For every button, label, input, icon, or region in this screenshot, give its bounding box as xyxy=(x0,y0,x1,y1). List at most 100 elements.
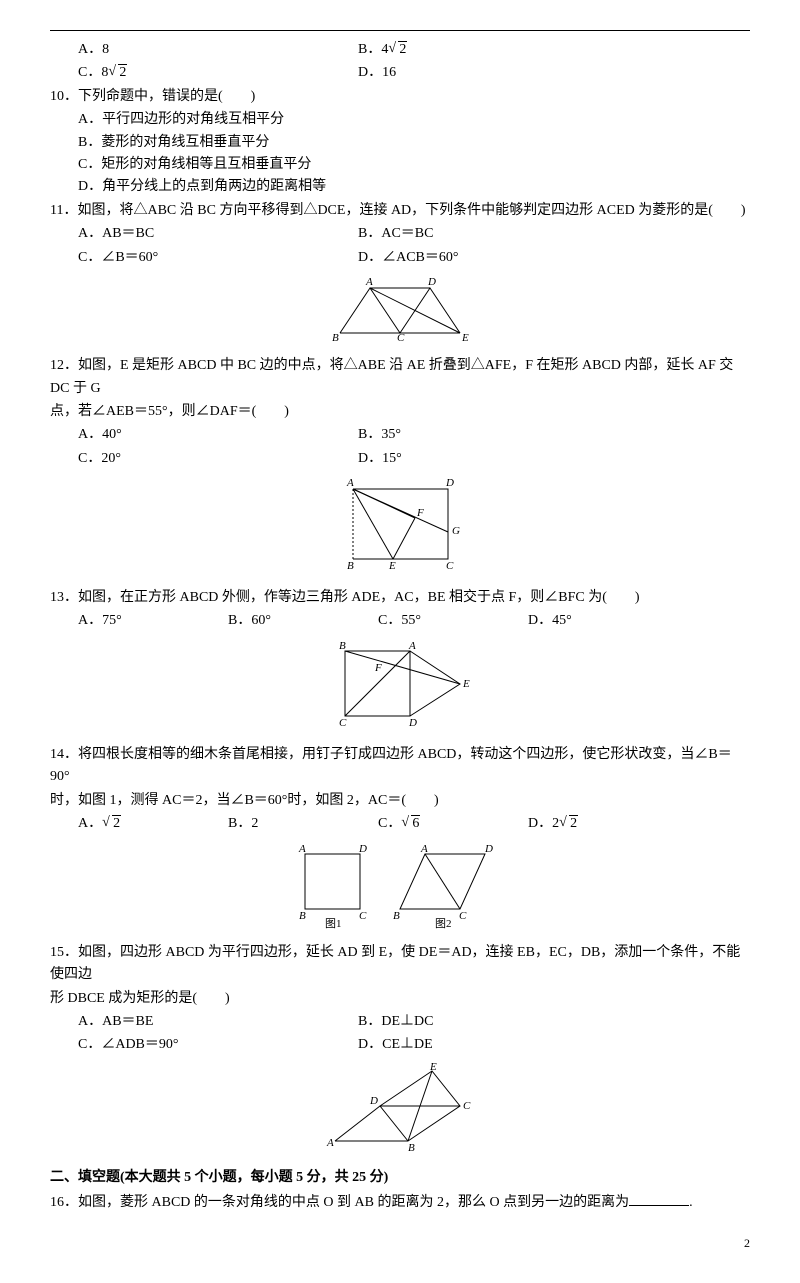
q15-lbl-e: E xyxy=(429,1061,437,1073)
q9-row-cd: C．8 2 D．16 xyxy=(50,62,750,84)
q15-opt-a: A．AB＝BE xyxy=(50,1011,358,1033)
page-number: 2 xyxy=(50,1234,750,1253)
q9-c-sqrt-inner: 2 xyxy=(118,64,127,80)
q14-f2-a: A xyxy=(420,843,428,855)
q12-figure: A D B E C F G xyxy=(50,474,750,582)
q12-opt-d: D．15° xyxy=(358,448,638,470)
q11-lbl-d: D xyxy=(427,276,436,288)
q9-c-sqrt: 2 xyxy=(108,62,127,84)
q13-lbl-b: B xyxy=(339,640,346,652)
q16: 16．如图，菱形 ABCD 的一条对角线的中点 O 到 AB 的距离为 2，那么… xyxy=(50,1191,750,1214)
q15-lbl-c: C xyxy=(463,1100,471,1112)
q9-b-sqrt: 2 xyxy=(388,39,407,61)
q12-lbl-b: B xyxy=(347,560,354,572)
q14-opt-b: B．2 xyxy=(228,813,378,835)
q16-stem: 16．如图，菱形 ABCD 的一条对角线的中点 O 到 AB 的距离为 2，那么… xyxy=(50,1195,629,1210)
q13-opt-c: C．55° xyxy=(378,610,528,632)
top-rule xyxy=(50,30,750,31)
q14-a-sqrt: 2 xyxy=(102,813,121,835)
q15-opt-b: B．DE⊥DC xyxy=(358,1011,638,1033)
q11-figure: A D B C E xyxy=(50,273,750,351)
q14-a-text: A． xyxy=(78,816,102,831)
q14-stem2: 时，如图 1，测得 AC＝2，当∠B＝60°时，如图 2，AC＝( ) xyxy=(50,790,750,812)
q14-f2-b: B xyxy=(393,910,400,922)
q10-opt-b: B．菱形的对角线互相垂直平分 xyxy=(50,132,750,154)
q15-row-cd: C．∠ADB＝90° D．CE⊥DE xyxy=(50,1034,750,1056)
q14-f1-c: C xyxy=(359,910,367,922)
q11-opt-d: D．∠ACB＝60° xyxy=(358,247,638,269)
q9-opt-b-text: B．4 xyxy=(358,42,388,57)
q9-row-ab: A．8 B．4 2 xyxy=(50,39,750,61)
q13-lbl-a: A xyxy=(408,640,416,652)
q14-opt-a: A． 2 xyxy=(50,813,228,835)
section2-heading: 二、填空题(本大题共 5 个小题，每小题 5 分，共 25 分) xyxy=(50,1167,750,1189)
q12-opt-c: C．20° xyxy=(50,448,358,470)
q11-lbl-e: E xyxy=(461,332,469,343)
q15-stem1: 15．如图，四边形 ABCD 为平行四边形，延长 AD 到 E，使 DE＝AD，… xyxy=(50,942,750,987)
q11-opt-a: A．AB＝BC xyxy=(50,223,358,245)
q14-opt-c: C． 6 xyxy=(378,813,528,835)
q12-lbl-c: C xyxy=(446,560,454,572)
q14-d-text: D．2 xyxy=(528,816,559,831)
q12-stem1: 12．如图，E 是矩形 ABCD 中 BC 边的中点，将△ABE 沿 AE 折叠… xyxy=(50,355,750,400)
q14-opt-d: D．2 2 xyxy=(528,813,658,835)
q11-lbl-c: C xyxy=(397,332,405,343)
q14-d-sqrt: 2 xyxy=(559,813,578,835)
q14-figure: A D B C A D B C 图1 图2 xyxy=(50,839,750,937)
q10-opt-c: C．矩形的对角线相等且互相垂直平分 xyxy=(50,154,750,176)
q11-opt-b: B．AC＝BC xyxy=(358,223,638,245)
q14-a-sqrt-inner: 2 xyxy=(112,815,121,831)
q12-lbl-e: E xyxy=(388,560,396,572)
q13-opt-b: B．60° xyxy=(228,610,378,632)
q11-row-cd: C．∠B＝60° D．∠ACB＝60° xyxy=(50,247,750,269)
q14-d-sqrt-inner: 2 xyxy=(569,815,578,831)
q16-tail: . xyxy=(689,1195,693,1210)
q14-f2-d: D xyxy=(484,843,493,855)
q12-lbl-d: D xyxy=(445,477,454,489)
q15-lbl-b: B xyxy=(408,1142,415,1151)
q14-c-sqrt: 6 xyxy=(401,813,420,835)
q14-f1-d: D xyxy=(358,843,367,855)
q15-opt-d: D．CE⊥DE xyxy=(358,1034,638,1056)
q14-f1-a: A xyxy=(298,843,306,855)
q15-row-ab: A．AB＝BE B．DE⊥DC xyxy=(50,1011,750,1033)
q10-opt-a: A．平行四边形的对角线互相平分 xyxy=(50,109,750,131)
q9-opt-c-text: C．8 xyxy=(78,65,108,80)
q12-opt-b: B．35° xyxy=(358,424,638,446)
q10-stem: 10．下列命题中，错误的是( ) xyxy=(50,86,750,108)
q9-opt-d: D．16 xyxy=(358,62,638,84)
q15-stem2: 形 DBCE 成为矩形的是( ) xyxy=(50,988,750,1010)
q11-opt-c: C．∠B＝60° xyxy=(50,247,358,269)
q11-row-ab: A．AB＝BC B．AC＝BC xyxy=(50,223,750,245)
q13-figure: B A C D E F xyxy=(50,636,750,739)
q15-figure: E D C A B xyxy=(50,1061,750,1159)
q12-stem2: 点，若∠AEB＝55°，则∠DAF＝( ) xyxy=(50,401,750,423)
q14-row: A． 2 B．2 C． 6 D．2 2 xyxy=(50,813,750,835)
q14-f1-b: B xyxy=(299,910,306,922)
q9-b-sqrt-inner: 2 xyxy=(398,41,407,57)
q13-lbl-e: E xyxy=(462,678,470,690)
q9-opt-c: C．8 2 xyxy=(50,62,358,84)
q12-lbl-g: G xyxy=(452,525,460,537)
q15-opt-c: C．∠ADB＝90° xyxy=(50,1034,358,1056)
q12-row-ab: A．40° B．35° xyxy=(50,424,750,446)
q14-f2-c: C xyxy=(459,910,467,922)
q12-lbl-f: F xyxy=(416,507,424,519)
q14-c-text: C． xyxy=(378,816,401,831)
q12-row-cd: C．20° D．15° xyxy=(50,448,750,470)
q9-opt-b: B．4 2 xyxy=(358,39,638,61)
q15-lbl-a: A xyxy=(326,1137,334,1149)
q13-opt-a: A．75° xyxy=(50,610,228,632)
q9-opt-a: A．8 xyxy=(50,39,358,61)
q15-lbl-d: D xyxy=(369,1095,378,1107)
q14-stem1: 14．将四根长度相等的细木条首尾相接，用钉子钉成四边形 ABCD，转动这个四边形… xyxy=(50,744,750,789)
q13-opt-d: D．45° xyxy=(528,610,658,632)
q14-c-sqrt-inner: 6 xyxy=(411,815,420,831)
q11-lbl-b: B xyxy=(332,332,339,343)
q11-lbl-a: A xyxy=(365,276,373,288)
q13-lbl-d: D xyxy=(408,717,417,729)
q10-opt-d: D．角平分线上的点到角两边的距离相等 xyxy=(50,176,750,198)
q16-blank xyxy=(629,1191,689,1206)
q14-caption2: 图2 xyxy=(435,917,452,929)
q12-opt-a: A．40° xyxy=(50,424,358,446)
